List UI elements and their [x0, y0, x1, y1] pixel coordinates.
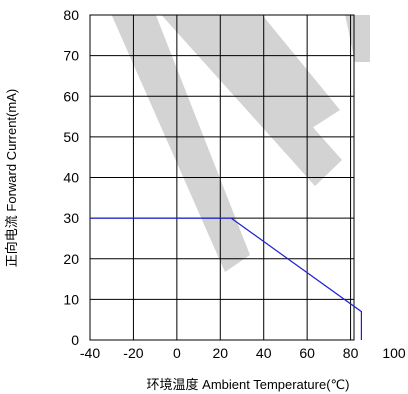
x-tick-label: 40 [256, 345, 272, 361]
watermark [111, 15, 370, 272]
watermark-stroke [213, 15, 340, 128]
x-tick-label: -20 [123, 345, 143, 361]
series-layer [90, 217, 362, 340]
x-tick-label: 20 [212, 345, 228, 361]
y-tick-label: 10 [63, 291, 79, 307]
x-tick-label: 0 [173, 345, 181, 361]
x-tick-labels: -40 -20 0 20 40 60 80 100 [80, 345, 406, 361]
watermark-stroke [345, 15, 370, 62]
watermark-stroke [111, 15, 250, 272]
series-line [90, 217, 362, 340]
x-axis-label: 环境温度 Ambient Temperature(℃) [147, 377, 350, 392]
y-axis-label: 正向电流 Forward Current(mA) [4, 89, 19, 267]
y-tick-labels: 0 10 20 30 40 50 60 70 80 [63, 7, 79, 348]
y-tick-label: 60 [63, 88, 79, 104]
y-tick-label: 70 [63, 48, 79, 64]
y-tick-label: 20 [63, 251, 79, 267]
plot-frame [89, 14, 355, 341]
y-tick-label: 30 [63, 210, 79, 226]
y-tick-label: 80 [63, 7, 79, 23]
y-tick-label: 50 [63, 129, 79, 145]
watermark-stroke [161, 15, 342, 186]
x-tick-label: 100 [382, 345, 406, 361]
y-tick-label: 40 [63, 170, 79, 186]
x-tick-label: 80 [343, 345, 359, 361]
y-tick-label: 0 [71, 332, 79, 348]
x-tick-label: -40 [80, 345, 100, 361]
x-tick-label: 60 [299, 345, 315, 361]
